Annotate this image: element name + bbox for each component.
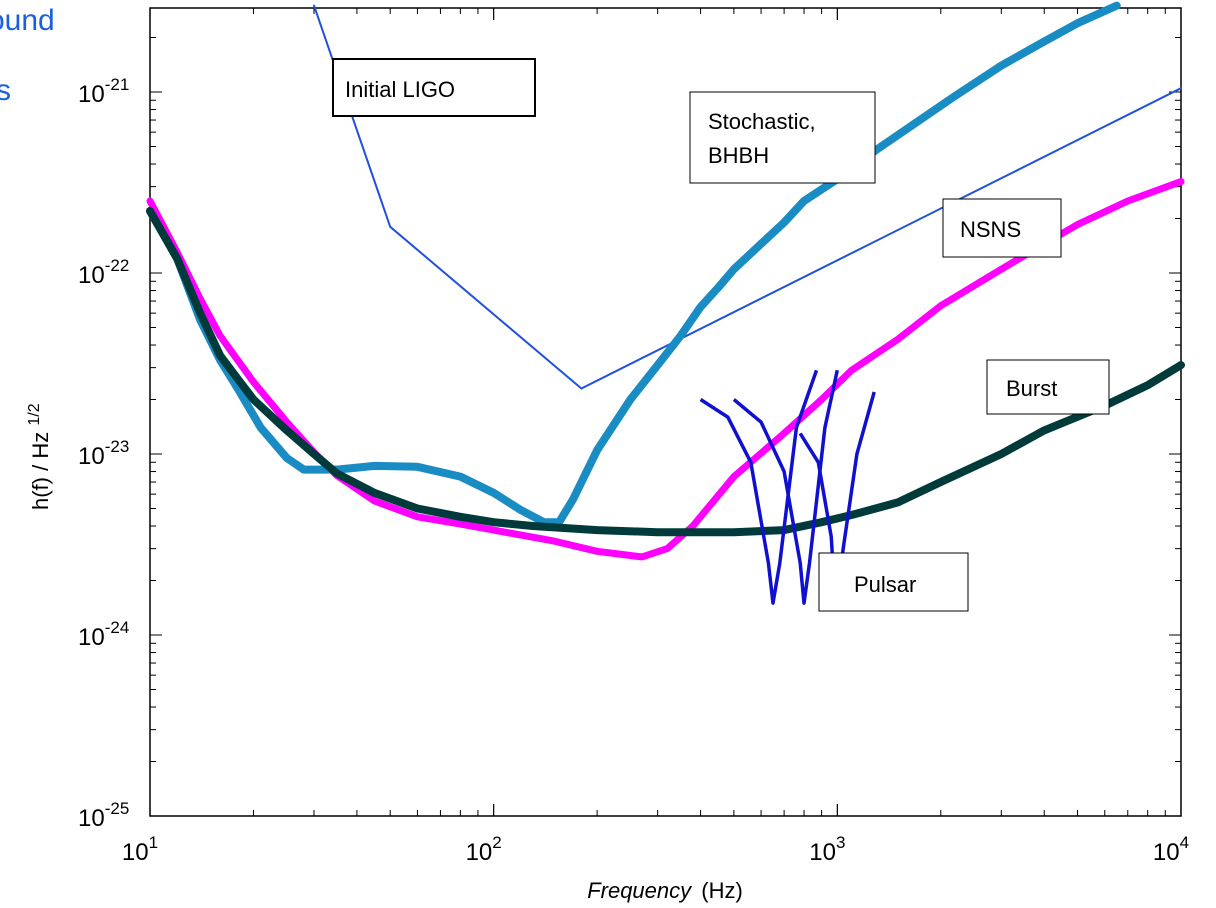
- annotation-label: Pulsar: [854, 572, 916, 597]
- x-tick-label: 101: [122, 833, 158, 866]
- annotation-layer: Initial LIGO Stochastic, BHBH NSNS Burst Puls…: [332, 58, 1110, 612]
- series-layer: [146, 1, 1185, 561]
- annotation-box: [689, 91, 876, 184]
- annotation-label: NSNS: [960, 217, 1021, 242]
- series-nsns: [146, 178, 1185, 561]
- annotation-stochastic: Stochastic, BHBH: [689, 91, 876, 184]
- y-tick-label: 10-25: [78, 799, 129, 832]
- pulsar-dip-1: [699, 369, 819, 605]
- annotation-burst: Burst: [986, 359, 1110, 415]
- annotation-pulsar: Pulsar: [818, 552, 969, 612]
- annotation-initial-ligo: Initial LIGO: [332, 58, 536, 117]
- annotation-box: [942, 198, 1062, 258]
- annotation-label: Initial LIGO: [345, 77, 455, 102]
- plot-area: [149, 7, 1182, 817]
- x-tick-label: 103: [809, 833, 845, 866]
- x-axis-label-unit: (Hz): [701, 878, 743, 903]
- y-tick-label: 10-21: [78, 75, 129, 108]
- y-tick-labels: 10-25 10-24 10-23 10-22 10-21: [78, 75, 129, 832]
- annotation-label: Burst: [1006, 376, 1057, 401]
- x-tick-label: 102: [466, 833, 502, 866]
- annotation-box: [818, 552, 969, 612]
- y-tick-label: 10-24: [78, 618, 129, 651]
- y-tick-label: 10-23: [78, 437, 129, 470]
- y-axis-label: h(f) / Hz 1/2: [26, 403, 53, 510]
- x-tick-labels: 101 102 103 104: [122, 833, 1189, 866]
- y-tick-label: 10-22: [78, 256, 129, 289]
- annotation-box: [332, 58, 536, 117]
- corner-text-1: ound: [0, 4, 55, 37]
- x-axis-label-main: Frequency: [587, 878, 693, 903]
- series-burst: [146, 207, 1185, 537]
- x-axis-label: Frequency (Hz): [587, 878, 743, 903]
- x-tick-label: 104: [1153, 833, 1189, 866]
- annotation-label: Stochastic,: [708, 109, 816, 134]
- annotation-label: BHBH: [708, 143, 769, 168]
- series-stochastic-bhbh: [146, 1, 1121, 527]
- y-axis-label-exp: 1/2: [26, 403, 43, 425]
- annotation-nsns: NSNS: [942, 198, 1062, 258]
- annotation-box: [986, 359, 1110, 415]
- pulsar-dip-2: [732, 369, 840, 605]
- corner-text-2: s: [0, 74, 11, 107]
- y-axis-label-main: h(f) / Hz: [28, 432, 53, 510]
